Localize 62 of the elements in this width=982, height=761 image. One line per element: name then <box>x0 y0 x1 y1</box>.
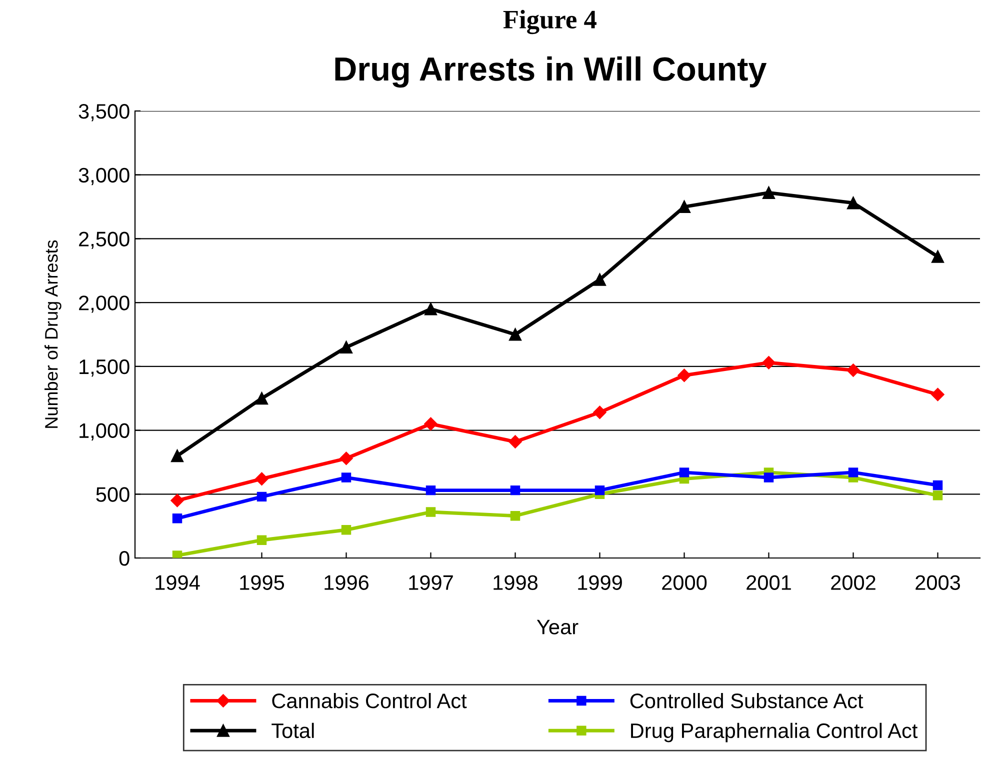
x-tick-label: 2000 <box>662 575 707 590</box>
point <box>762 186 775 199</box>
point <box>594 273 606 286</box>
point <box>932 250 944 263</box>
chart-subtitle: Drug Arrests in Will County <box>335 56 767 88</box>
point <box>340 341 352 354</box>
y-tick-label: 3,500 <box>78 104 130 122</box>
y-tick-label: 500 <box>96 487 130 502</box>
point <box>424 302 437 316</box>
x-tick-label: 1997 <box>409 575 453 590</box>
point <box>593 406 606 419</box>
point <box>679 468 690 478</box>
point <box>172 514 182 524</box>
point <box>426 485 436 496</box>
y-tick-label: 1,000 <box>80 423 130 440</box>
legend-label: Total <box>272 722 314 738</box>
point <box>594 485 605 496</box>
point <box>932 480 943 490</box>
point <box>932 490 943 500</box>
x-tick-label: 1999 <box>578 575 622 590</box>
x-tick-label: 1996 <box>324 575 369 590</box>
point <box>848 468 858 478</box>
point <box>255 472 268 486</box>
y-axis-title: Number of Drug Arrests <box>44 240 62 428</box>
y-tick-label: 0 <box>119 551 130 566</box>
point <box>171 450 184 462</box>
point <box>678 368 691 382</box>
point <box>341 525 352 535</box>
point <box>762 356 776 370</box>
point <box>510 485 520 496</box>
x-tick-label: 1998 <box>494 575 538 590</box>
legend-label: Controlled Substance Act <box>630 692 864 708</box>
x-tick-label: 2002 <box>831 575 876 590</box>
point <box>340 452 353 465</box>
point <box>172 550 182 558</box>
y-tick-label: 2,000 <box>79 296 130 313</box>
x-tick-label: 2003 <box>916 575 960 590</box>
legend-label: Drug Paraphernalia Control Act <box>631 722 918 742</box>
point <box>508 435 522 448</box>
point <box>170 494 184 508</box>
point <box>256 535 267 545</box>
point <box>847 196 860 210</box>
point <box>678 200 690 214</box>
point <box>764 472 774 482</box>
point <box>256 392 268 405</box>
point <box>426 507 436 517</box>
x-tick-label: 1994 <box>156 575 200 590</box>
point <box>424 417 438 430</box>
y-tick-label: 3,000 <box>78 168 130 186</box>
legend-label: Cannabis Control Act <box>272 692 467 708</box>
x-tick-label: 2001 <box>746 575 791 590</box>
x-axis-title: Year <box>536 620 578 634</box>
x-tick-label: 1995 <box>240 575 284 590</box>
chart-title: Figure 4 <box>503 10 596 34</box>
point <box>510 510 520 521</box>
point <box>256 492 267 502</box>
point <box>341 472 352 482</box>
point <box>846 364 860 377</box>
point <box>931 388 944 402</box>
y-tick-label: 1,500 <box>80 359 130 377</box>
point <box>509 328 522 341</box>
y-tick-label: 2,500 <box>79 232 130 249</box>
